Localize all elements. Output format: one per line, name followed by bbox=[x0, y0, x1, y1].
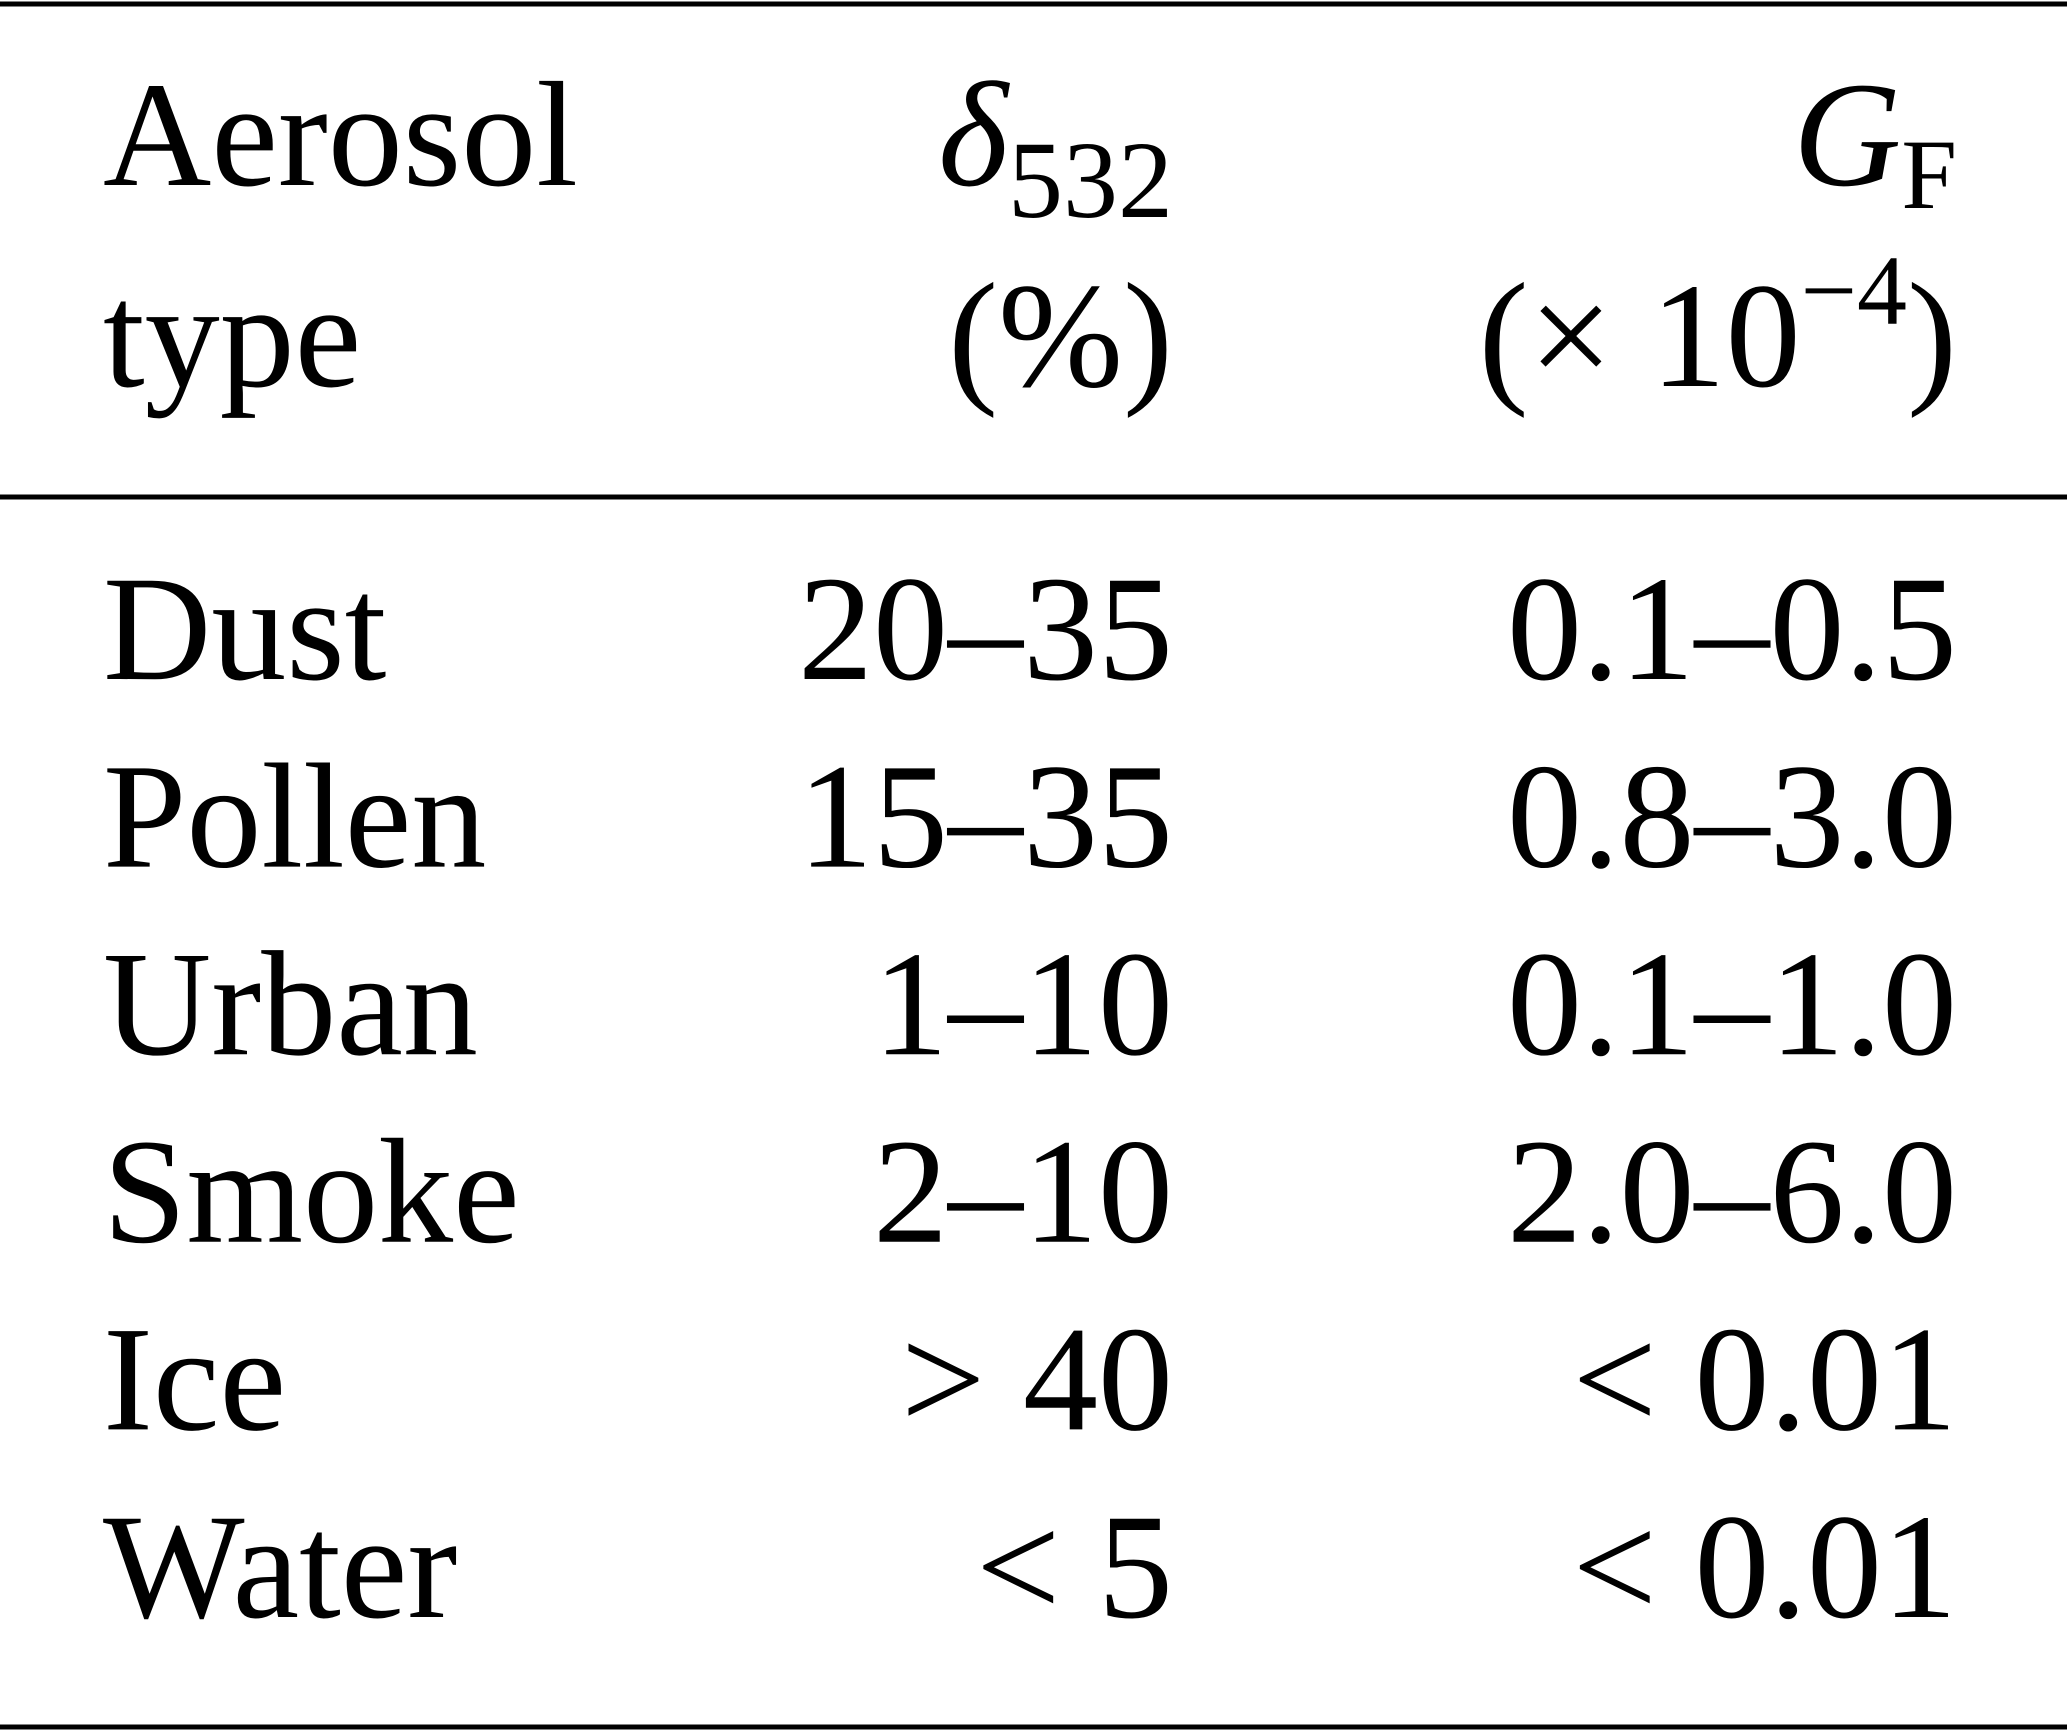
row-label: Pollen bbox=[103, 734, 486, 900]
subscript: 532 bbox=[1008, 119, 1173, 241]
unit-suffix: ) bbox=[1907, 253, 1957, 419]
cell: 2.0–6.0 bbox=[1507, 1109, 1957, 1275]
cell: 15–35 bbox=[798, 734, 1173, 900]
cell: 2–10 bbox=[873, 1109, 1173, 1275]
cell: > 40 bbox=[901, 1296, 1173, 1462]
cell: 0.1–1.0 bbox=[1507, 921, 1957, 1087]
cell: 0.8–3.0 bbox=[1507, 734, 1957, 900]
header-cell: δ532 bbox=[938, 52, 1173, 241]
row-label: Ice bbox=[103, 1296, 286, 1462]
unit-prefix: (× 10 bbox=[1479, 253, 1801, 419]
symbol: G bbox=[1793, 52, 1901, 218]
cell: 0.1–0.5 bbox=[1507, 546, 1957, 712]
cell: < 0.01 bbox=[1572, 1296, 1957, 1462]
header-cell: type bbox=[103, 253, 361, 419]
symbol: δ bbox=[938, 52, 1010, 218]
header-unit: (%) bbox=[948, 253, 1173, 419]
header-cell: Aerosol bbox=[103, 52, 578, 218]
cell: < 5 bbox=[976, 1484, 1173, 1650]
row-label: Urban bbox=[103, 921, 478, 1087]
row-label: Dust bbox=[103, 546, 386, 712]
cell: < 0.01 bbox=[1572, 1484, 1957, 1650]
superscript: −4 bbox=[1801, 235, 1907, 346]
cell: 1–10 bbox=[873, 921, 1173, 1087]
row-label: Water bbox=[103, 1484, 457, 1650]
subscript: F bbox=[1901, 119, 1957, 230]
header-cell: GF bbox=[1793, 52, 1957, 230]
cell: 20–35 bbox=[798, 546, 1173, 712]
row-label: Smoke bbox=[103, 1109, 520, 1275]
header-unit: (× 10−4) bbox=[1479, 235, 1957, 419]
